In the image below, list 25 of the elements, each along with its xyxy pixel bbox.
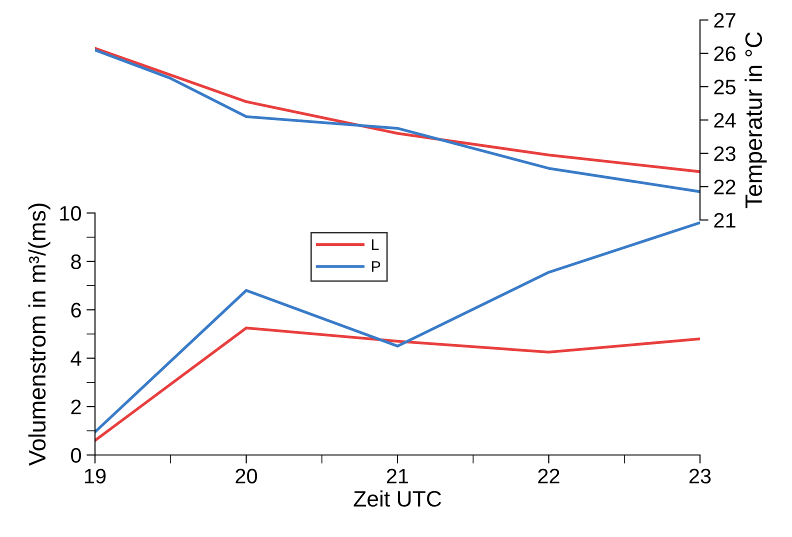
y-tick-label: 27 xyxy=(714,13,736,28)
y-axis-title: Volumenstrom in m³/(ms) xyxy=(28,204,50,466)
legend-label: L xyxy=(372,239,379,250)
y-tick-label: 0 xyxy=(71,448,81,463)
y-tick-label: 10 xyxy=(60,206,81,221)
y-tick-label: 2 xyxy=(71,400,81,414)
y-tick-label: 4 xyxy=(70,351,82,366)
x-tick-label: 20 xyxy=(236,468,258,484)
y-tick-label: 26 xyxy=(714,46,736,62)
x-tick-label: 21 xyxy=(386,468,408,484)
y-tick-label: 21 xyxy=(714,213,736,228)
y-tick-label: 6 xyxy=(71,302,81,318)
x-tick-label: 23 xyxy=(689,468,711,484)
y-tick-label: 24 xyxy=(714,113,736,128)
y-tick-label: 22 xyxy=(714,180,736,194)
y-tick-label: 25 xyxy=(714,80,736,94)
legend-label: P xyxy=(372,261,380,272)
x-tick-label: 22 xyxy=(538,468,560,484)
x-tick-label: 19 xyxy=(85,468,106,484)
y-tick-label: 8 xyxy=(71,254,81,270)
line-series xyxy=(95,221,700,434)
line-series xyxy=(95,326,700,442)
y-axis-title: Temperatur in °C xyxy=(744,32,767,208)
x-axis-title: Zeit UTC xyxy=(354,490,442,507)
y-tick-label: 23 xyxy=(714,146,736,162)
